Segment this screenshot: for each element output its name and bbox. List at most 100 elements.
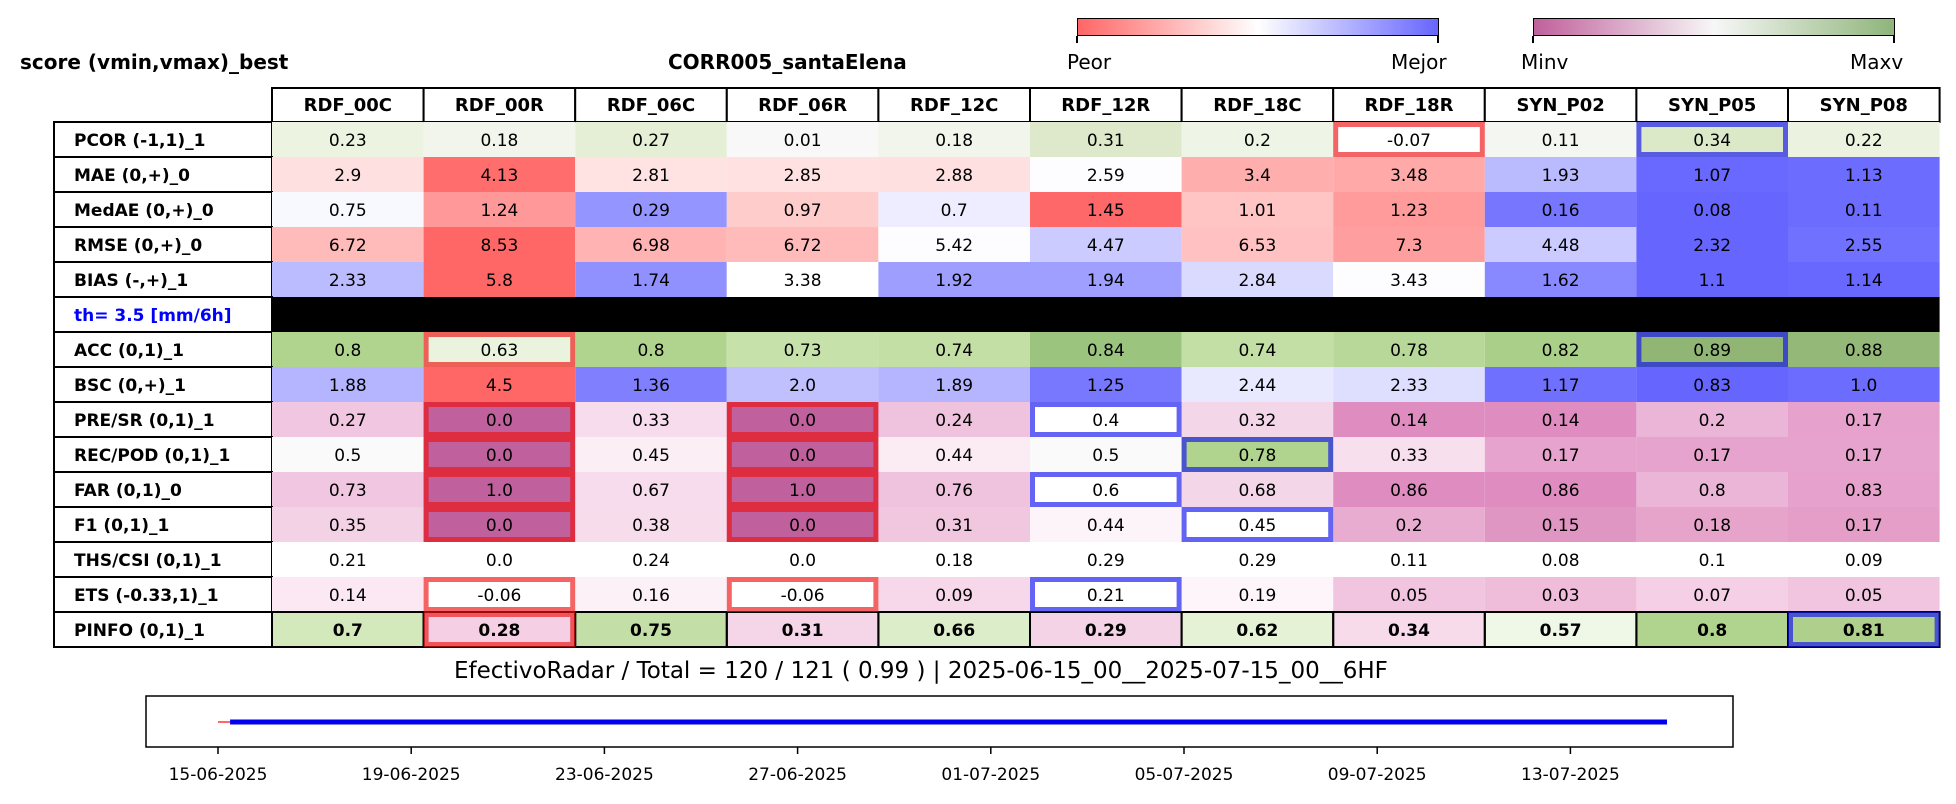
- cell-value-label: 6.53: [1238, 236, 1276, 256]
- row-label: PRE/SR (0,1)_1: [74, 411, 215, 431]
- heatmap-cell: [1333, 192, 1485, 227]
- cell-value-label: 0.07: [1693, 586, 1731, 606]
- heatmap-cell: [272, 507, 424, 542]
- cell-value-label: 0.83: [1693, 376, 1731, 396]
- row-label-cell: [53, 191, 273, 228]
- worst-value-highlight: [423, 402, 576, 437]
- best-value-highlight: [1788, 612, 1940, 647]
- cell-value-label: 0.76: [935, 481, 973, 501]
- timeline-tick-label: 01-07-2025: [941, 765, 1040, 785]
- cell-value-label: 0.16: [632, 586, 670, 606]
- heatmap-cell: [726, 437, 879, 472]
- cell-value-label: 0.01: [784, 131, 822, 151]
- cell-value-label: 0.7: [941, 201, 968, 221]
- cell-value-label: 0.22: [1845, 131, 1883, 151]
- cell-value-label: 0.4: [1092, 411, 1119, 431]
- best-value-highlight: [1030, 402, 1182, 437]
- cell-value-label: 0.5: [1092, 446, 1119, 466]
- heatmap-cell: [1181, 332, 1334, 367]
- heatmap-cell: [1484, 577, 1637, 612]
- best-value-highlight: [1636, 332, 1789, 367]
- cell-value-label: 0.8: [1697, 621, 1727, 641]
- row-label: MedAE (0,+)_0: [74, 201, 214, 221]
- cell-value-label: 1.89: [935, 376, 973, 396]
- cell-value-label: 0.2: [1395, 516, 1422, 536]
- timeline-tick-label: 27-06-2025: [748, 765, 847, 785]
- score-colorbar-low-label: Peor: [1067, 50, 1112, 74]
- cell-value-label: 0.74: [935, 341, 973, 361]
- row-label: th= 3.5 [mm/6h]: [74, 306, 232, 326]
- heatmap-cell: [575, 262, 727, 297]
- heatmap-cell: [1636, 122, 1788, 157]
- coverage-timeline: 15-06-2025 19-06-2025 23-06-2025 27-06-2025…: [145, 695, 1734, 785]
- heatmap-cell: [1484, 192, 1637, 227]
- heatmap-cell: [1788, 122, 1940, 157]
- timeline-tick-label: 19-06-2025: [362, 765, 461, 785]
- cell-value-label: 2.84: [1238, 271, 1276, 291]
- cell-value-label: 0.97: [784, 201, 822, 221]
- column-header-label: RDF_12R: [1061, 95, 1150, 116]
- heatmap-cell: [1333, 122, 1485, 157]
- worst-value-highlight: [423, 332, 576, 367]
- heatmap-cell: [878, 472, 1030, 507]
- cell-value-label: 0.78: [1390, 341, 1428, 361]
- heatmap-cell: [1484, 402, 1637, 437]
- row-label: REC/POD (0,1)_1: [74, 446, 230, 466]
- best-value-highlight: [1181, 437, 1334, 472]
- cell-value-label: 2.9: [334, 166, 361, 186]
- heatmap-cell: [1333, 472, 1485, 507]
- cell-value-label: 0.45: [1238, 516, 1276, 536]
- heatmap-cell: [1030, 577, 1182, 612]
- cell-value-label: 0.29: [632, 201, 670, 221]
- cell-value-label: 0.17: [1845, 411, 1883, 431]
- heatmap-cell: [726, 472, 879, 507]
- heatmap-cell: [575, 227, 727, 262]
- row-label: F1 (0,1)_1: [74, 516, 169, 536]
- cell-value-label: 4.47: [1087, 236, 1125, 256]
- cell-value-label: 0.24: [935, 411, 973, 431]
- cell-value-label: 8.53: [480, 236, 518, 256]
- heatmap-cell: [423, 577, 576, 612]
- cell-value-label: 2.59: [1087, 166, 1125, 186]
- cell-value-label: 0.16: [1542, 201, 1580, 221]
- cell-value-label: 0.29: [1238, 551, 1276, 571]
- heatmap-cell: [1484, 472, 1637, 507]
- heatmap-cell: [1030, 507, 1182, 542]
- heatmap-cell: [1636, 507, 1788, 542]
- cell-value-label: 0.63: [480, 341, 518, 361]
- cell-value-label: 0.08: [1542, 551, 1580, 571]
- column-header-label: RDF_06R: [758, 95, 847, 116]
- row-label-cell: [53, 541, 273, 578]
- value-colorbar-tick-low: [1532, 36, 1534, 43]
- heatmap-cell: [272, 262, 424, 297]
- heatmap-cell: [1181, 402, 1334, 437]
- heatmap-cell: [272, 472, 424, 507]
- heatmap-cell: [878, 262, 1030, 297]
- cell-value-label: 2.44: [1238, 376, 1276, 396]
- column-header-label: SYN_P08: [1820, 95, 1908, 116]
- cell-value-label: 0.68: [1238, 481, 1276, 501]
- cell-value-label: 0.03: [1542, 586, 1580, 606]
- best-value-highlight: [1030, 472, 1182, 507]
- period-summary: EfectivoRadar / Total = 120 / 121 ( 0.99…: [454, 658, 1388, 684]
- heatmap-cell: [575, 542, 727, 577]
- heatmap-cell: [1030, 122, 1182, 157]
- heatmap-cell: [1030, 192, 1182, 227]
- row-label: THS/CSI (0,1)_1: [74, 551, 222, 571]
- cell-value-label: 2.32: [1693, 236, 1731, 256]
- heatmap-cell: [1788, 262, 1940, 297]
- heatmap-cell: [1636, 262, 1788, 297]
- cell-value-label: 0.09: [935, 586, 973, 606]
- timeline-tick-label: 23-06-2025: [555, 765, 654, 785]
- heatmap-cell: [726, 402, 879, 437]
- heatmap-cell: [423, 122, 576, 157]
- heatmap-cell: [726, 262, 879, 297]
- best-value-highlight: [1181, 507, 1334, 542]
- heatmap-cell: [1030, 227, 1182, 262]
- heatmap-cell: [575, 612, 727, 647]
- heatmap-cell: [726, 122, 879, 157]
- heatmap-cell: [1484, 542, 1637, 577]
- heatmap-cell: [575, 122, 727, 157]
- cell-value-label: 0.27: [632, 131, 670, 151]
- heatmap-cell: [726, 367, 879, 402]
